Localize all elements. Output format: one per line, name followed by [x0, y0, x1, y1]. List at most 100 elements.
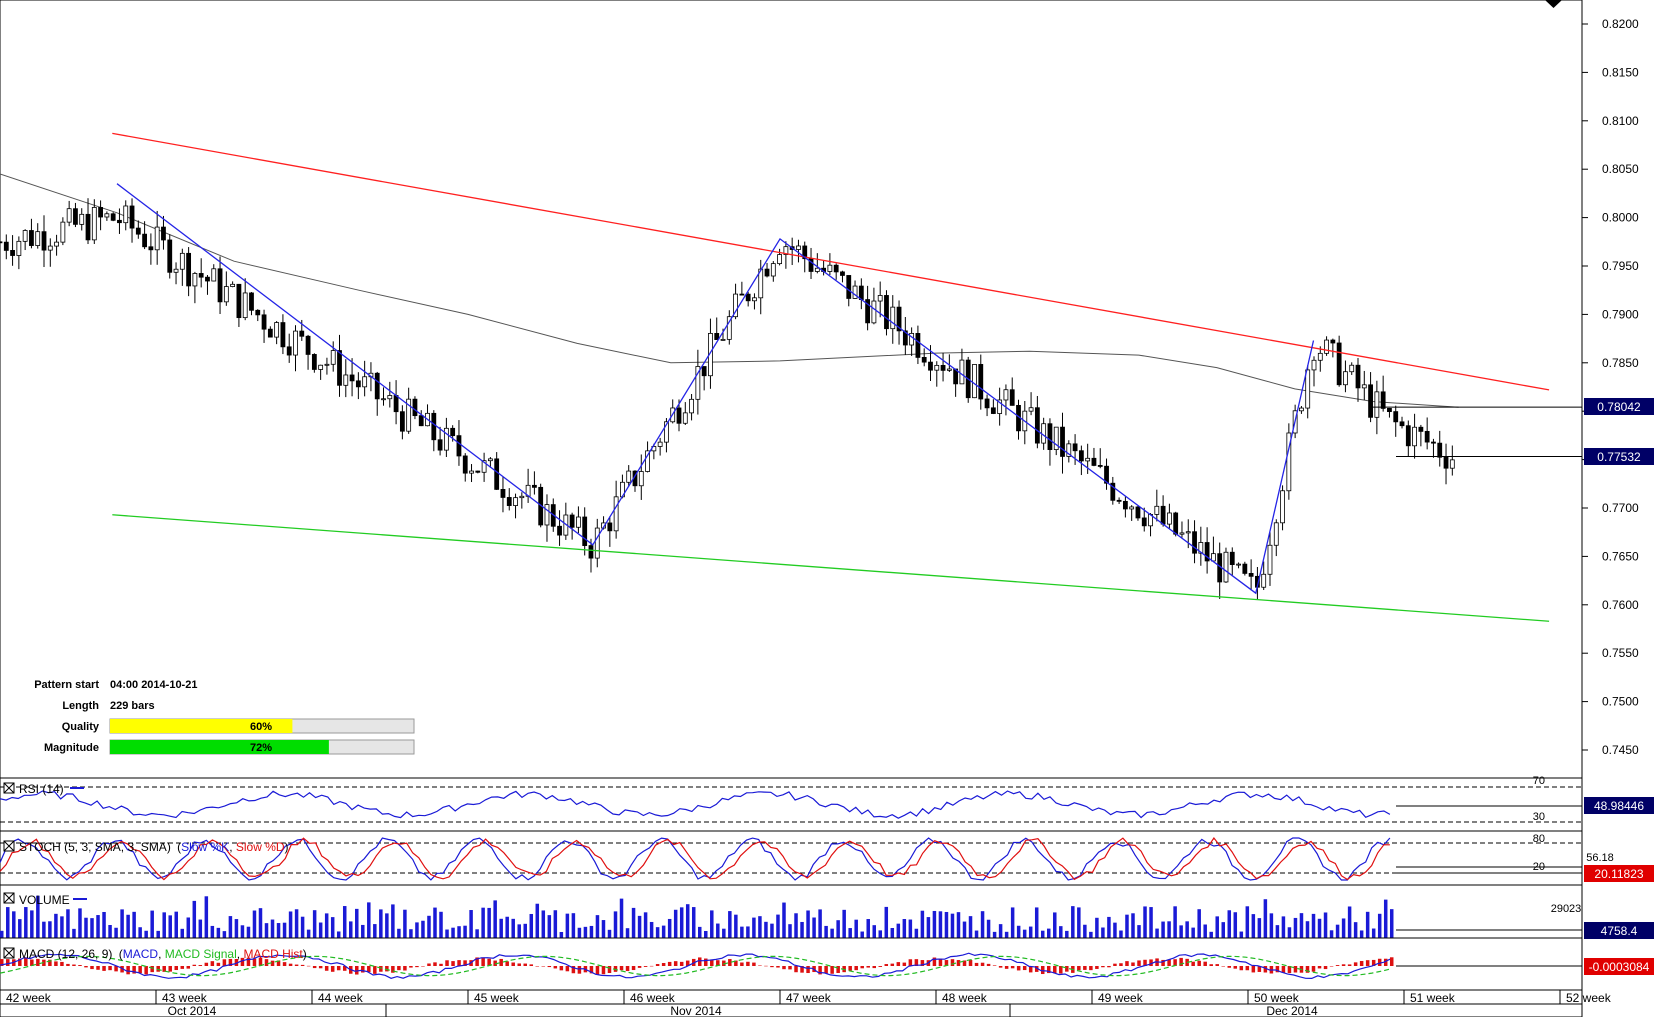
macd-hist-bar — [836, 966, 840, 973]
macd-hist-bar — [276, 960, 281, 966]
macd-hist-bar — [481, 957, 485, 966]
price-tick-label: 0.8200 — [1602, 17, 1639, 31]
volume-bar — [902, 919, 907, 938]
volume-bar — [643, 912, 648, 938]
volume-bar — [342, 906, 347, 938]
macd-hist-bar — [457, 960, 461, 966]
stoch-toggle-icon[interactable] — [3, 840, 15, 852]
candle-up — [1286, 432, 1292, 492]
rsi-toggle-icon[interactable] — [3, 782, 15, 794]
candle-up — [613, 496, 619, 532]
candle-down — [41, 231, 47, 251]
candle-up — [123, 205, 129, 224]
macd-hist-bar — [1209, 964, 1213, 966]
macd-hist-bar — [108, 966, 112, 971]
candle-up — [242, 292, 248, 319]
candle-down — [198, 273, 204, 278]
macd-hist-bar — [974, 962, 979, 966]
candle-down — [701, 366, 707, 377]
candle-down — [858, 285, 864, 300]
price-panel: 0.8200 0.8150 0.8100 0.8050 0.8000 0.7950 0.79… — [0, 0, 1639, 779]
candle-down — [142, 233, 148, 248]
volume-bar — [96, 915, 100, 938]
volume-bar — [920, 910, 925, 938]
macd-hist-bar — [210, 961, 215, 966]
candle-up — [1280, 490, 1285, 524]
week-label: 51 week — [1410, 991, 1456, 1005]
volume-bar — [1383, 899, 1388, 938]
volume-bar — [1077, 907, 1081, 938]
volume-bar — [547, 915, 552, 938]
volume-bar — [1329, 930, 1334, 938]
volume-bar — [872, 925, 876, 938]
volume-bar — [782, 902, 786, 938]
macd-hist-bar — [409, 966, 413, 968]
candle-down — [1437, 442, 1443, 458]
candle-down — [1047, 423, 1053, 450]
candle-up — [777, 254, 782, 265]
candle-up — [16, 240, 22, 256]
macd-hist-bar — [968, 959, 973, 966]
volume-bar — [571, 913, 576, 938]
stoch-value-2: 20.11823 — [1594, 867, 1643, 881]
macd-hist-bar — [312, 966, 317, 969]
macd-hist-bar — [379, 966, 383, 972]
volume-bar — [704, 930, 708, 938]
rsi-panel: RSI (14) 70 30 — [0, 775, 1583, 832]
volume-bar — [84, 917, 88, 938]
macd-hist-bar — [806, 966, 810, 974]
macd-hist-bar — [487, 958, 491, 966]
rsi-value: 48.98446 — [1594, 799, 1644, 813]
volume-bar — [691, 907, 696, 938]
quality-bar-fill — [110, 719, 293, 733]
magnitude-bar-fill — [110, 740, 329, 754]
candle-up — [814, 267, 820, 272]
macd-hist-bar — [84, 966, 88, 968]
macd-hist-bar — [824, 966, 828, 974]
volume-bar — [168, 915, 172, 938]
macd-hist-bar — [240, 957, 245, 966]
macd-hist-bar — [439, 963, 443, 966]
volume-toggle-icon[interactable] — [3, 892, 15, 904]
collapse-arrow-icon[interactable] — [1545, 0, 1562, 8]
candle-down — [1160, 505, 1166, 525]
volume-bar — [914, 928, 919, 938]
macd-hist-bar — [758, 965, 762, 966]
macd-hist-bar — [1353, 962, 1358, 966]
week-label: 52 week — [1566, 991, 1612, 1005]
candle-up — [682, 412, 688, 424]
candle-down — [1368, 384, 1373, 418]
candle-down — [745, 293, 751, 302]
volume-bar — [679, 907, 684, 938]
candle-down — [1248, 573, 1254, 577]
volume-bar — [818, 909, 822, 938]
candle-up — [1299, 407, 1304, 412]
macd-hist-bar — [18, 958, 22, 966]
volume-bar — [577, 927, 582, 938]
candle-down — [1387, 408, 1392, 412]
volume-bar — [439, 911, 443, 938]
macd-hist-bar — [649, 965, 654, 967]
volume-bar — [1185, 921, 1189, 938]
candle-up — [1154, 505, 1160, 515]
volume-bar — [980, 911, 985, 938]
volume-bar — [1335, 924, 1340, 938]
volume-bar — [661, 925, 666, 938]
macd-hist-bar — [451, 961, 455, 966]
macd-hist-bar — [1016, 966, 1021, 971]
candle-up — [1223, 551, 1229, 583]
macd-hist-bar — [78, 965, 82, 966]
candle-down — [833, 264, 839, 273]
macd-hist-bar — [698, 957, 702, 966]
macd-toggle-icon[interactable] — [3, 947, 15, 959]
volume-bar — [583, 926, 588, 938]
candle-up — [330, 350, 336, 365]
volume-bar — [1113, 922, 1117, 938]
macd-hist-bar — [872, 966, 876, 969]
macd-hist-bar — [625, 966, 630, 972]
candle-down — [418, 415, 424, 427]
price-label-box-2 — [1584, 448, 1654, 465]
macd-hist-bar — [246, 957, 251, 966]
macd-hist-bar — [764, 965, 768, 967]
volume-bar — [1365, 911, 1370, 938]
